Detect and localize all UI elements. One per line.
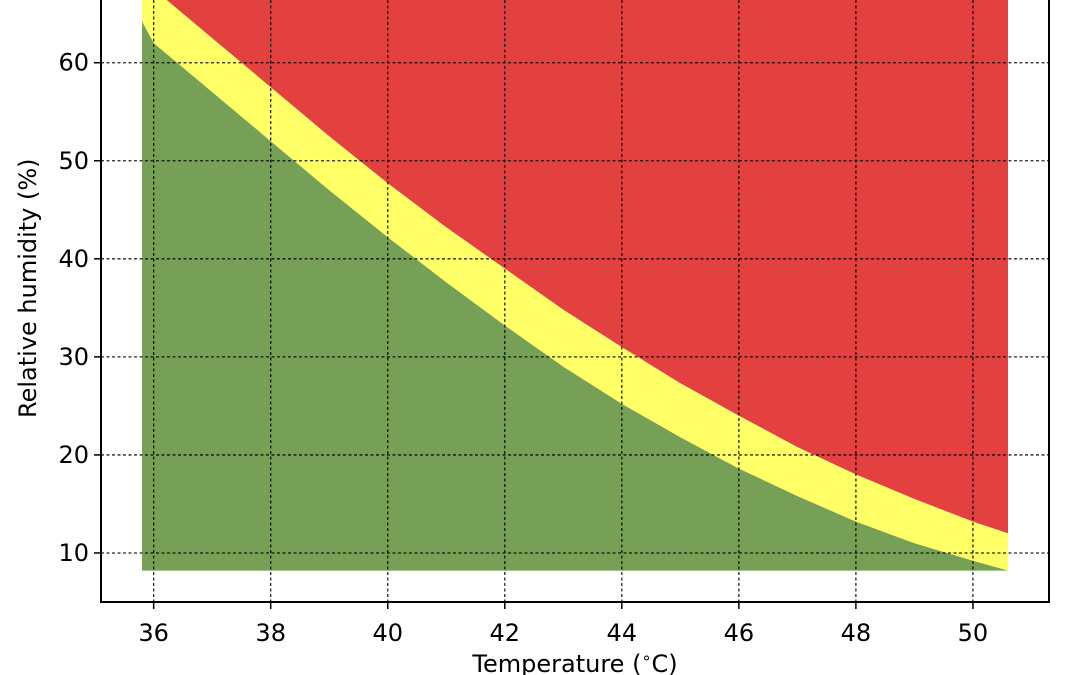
x-tick-label: 48 xyxy=(841,619,872,647)
x-tick-label: 42 xyxy=(490,619,521,647)
plot-frame xyxy=(100,0,1050,603)
x-axis-label: Temperature (∘C) xyxy=(471,648,677,675)
y-tick-label: 40 xyxy=(58,245,89,273)
y-tick-label: 10 xyxy=(58,539,89,567)
y-tick-label: 50 xyxy=(58,147,89,175)
danger-zone-area xyxy=(166,0,1008,534)
safe-zone-area xyxy=(142,21,1008,571)
x-tick-label: 46 xyxy=(724,619,755,647)
caution-zone-area xyxy=(142,0,1008,571)
y-tick-label: 30 xyxy=(58,343,89,371)
x-tick-label: 38 xyxy=(255,619,286,647)
x-tick-label: 40 xyxy=(372,619,403,647)
x-tick-label: 50 xyxy=(958,619,989,647)
x-tick-label: 44 xyxy=(607,619,638,647)
y-tick-label: 20 xyxy=(58,441,89,469)
y-axis-label: Relative humidity (%) xyxy=(14,158,42,418)
y-tick-label: 60 xyxy=(58,49,89,77)
x-tick-label: 36 xyxy=(138,619,169,647)
